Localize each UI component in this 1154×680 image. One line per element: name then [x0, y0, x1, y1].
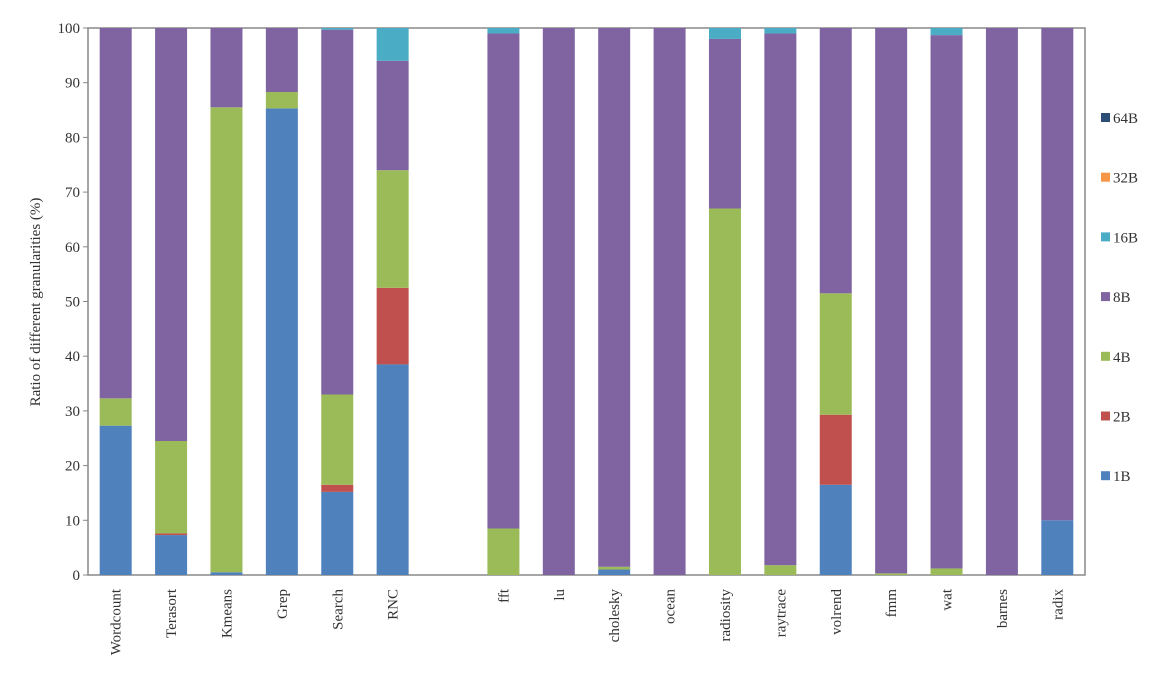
y-tick-label: 60	[65, 240, 80, 256]
bar-Kmeans-4B	[210, 107, 243, 573]
bar-Kmeans-1B	[210, 572, 243, 575]
y-tick-label: 50	[65, 295, 80, 311]
bar-wat-16B	[930, 28, 963, 36]
legend-label-32B: 32B	[1113, 171, 1138, 187]
legend-label-1B: 1B	[1113, 469, 1131, 485]
bar-RNC-16B	[376, 28, 409, 61]
y-tick-label: 80	[65, 130, 80, 146]
legend-swatch-1B	[1101, 471, 1110, 481]
bar-fmm-4B	[875, 573, 908, 575]
bar-raytrace-8B	[764, 33, 797, 566]
x-category-label: Terasort	[164, 588, 180, 638]
y-tick-label: 40	[65, 349, 80, 365]
bar-volrend-4B	[819, 293, 852, 415]
x-category-label: cholesky	[607, 589, 623, 643]
legend-swatch-16B	[1101, 232, 1110, 242]
x-category-label: raytrace	[773, 589, 789, 638]
bar-fft-8B	[487, 33, 520, 529]
legend-label-64B: 64B	[1113, 111, 1138, 127]
y-tick-label: 90	[65, 76, 80, 92]
x-category-label: fft	[496, 588, 512, 603]
bar-Grep-8B	[265, 28, 298, 92]
x-axis-ticks: Wordcount Terasort Kmeans Grep Search RNC fft l…	[109, 588, 1067, 655]
bar-Search-16B	[321, 28, 354, 30]
bar-lu-8B	[542, 28, 575, 575]
bar-cholesky-8B	[598, 28, 631, 567]
bar-Terasort-1B	[155, 535, 188, 575]
bar-volrend-8B	[819, 28, 852, 294]
x-category-label: Wordcount	[109, 588, 125, 655]
bar-radiosity-8B	[708, 38, 741, 209]
x-category-label: wat	[940, 588, 956, 610]
bar-ocean-8B	[653, 28, 686, 575]
bar-raytrace-16B	[764, 28, 797, 34]
bar-Grep-4B	[265, 92, 298, 109]
bar-fmm-8B	[875, 28, 908, 574]
x-category-label: RNC	[386, 589, 402, 620]
y-tick-label: 20	[65, 459, 80, 475]
x-category-label: Search	[330, 589, 346, 630]
bar-fft-16B	[487, 28, 520, 34]
bar-fft-4B	[487, 528, 520, 575]
y-tick-label: 0	[73, 568, 81, 584]
bar-volrend-2B	[819, 414, 852, 485]
bar-Search-1B	[321, 491, 354, 575]
bar-cholesky-1B	[598, 569, 631, 575]
y-axis-ticks: 0 10 20 30 40 50 60 70 80 90 100	[58, 21, 88, 584]
legend-swatch-64B	[1101, 113, 1110, 122]
legend-swatch-8B	[1101, 292, 1110, 302]
bar-cholesky-4B	[598, 566, 631, 570]
bar-Grep-1B	[265, 108, 298, 575]
bar-radix-8B	[1041, 28, 1074, 521]
legend-label-8B: 8B	[1113, 290, 1131, 306]
x-category-label: lu	[552, 589, 568, 601]
bar-radiosity-4B	[708, 208, 741, 575]
bar-Search-8B	[321, 29, 354, 395]
x-category-label: Grep	[275, 589, 291, 619]
bar-Search-2B	[321, 484, 354, 492]
legend-label-16B: 16B	[1113, 230, 1138, 246]
x-category-label: fmm	[884, 589, 900, 618]
bar-Kmeans-8B	[210, 28, 243, 108]
legend: 64B 32B 16B 8B 4B 2B 1B	[1101, 111, 1138, 485]
legend-swatch-4B	[1101, 351, 1110, 361]
x-category-label: radiosity	[718, 589, 734, 642]
y-tick-label: 30	[65, 404, 80, 420]
legend-swatch-2B	[1101, 411, 1110, 421]
bar-radix-1B	[1041, 520, 1074, 575]
x-category-label: ocean	[663, 589, 679, 624]
legend-label-2B: 2B	[1113, 410, 1131, 426]
legend-swatch-32B	[1101, 172, 1110, 182]
y-tick-label: 10	[65, 513, 80, 529]
bar-RNC-8B	[376, 60, 409, 171]
bar-Wordcount-8B	[99, 28, 132, 399]
x-category-label: radix	[1050, 589, 1066, 620]
bar-wat-8B	[930, 35, 963, 569]
bar-RNC-2B	[376, 287, 409, 365]
bar-RNC-4B	[376, 170, 409, 288]
bars-group	[99, 28, 1074, 575]
bar-Wordcount-1B	[99, 425, 132, 575]
bar-wat-4B	[930, 568, 963, 575]
x-category-label: volrend	[829, 589, 845, 635]
y-tick-label: 70	[65, 185, 80, 201]
bar-Search-4B	[321, 394, 354, 485]
bar-Terasort-4B	[155, 440, 188, 534]
y-tick-label: 100	[58, 21, 81, 37]
legend-label-4B: 4B	[1113, 350, 1131, 366]
bar-Wordcount-4B	[99, 398, 132, 426]
bar-Terasort-8B	[155, 28, 188, 441]
bar-RNC-1B	[376, 364, 409, 575]
bar-barnes-8B	[985, 28, 1018, 575]
bar-volrend-1B	[819, 484, 852, 575]
x-category-label: barnes	[995, 589, 1011, 628]
bar-raytrace-4B	[764, 565, 797, 575]
x-category-label: Kmeans	[219, 589, 235, 638]
bar-radiosity-16B	[708, 28, 741, 39]
bar-Terasort-2B	[155, 533, 188, 536]
y-axis-label: Ratio of different granularities (%)	[28, 198, 44, 407]
